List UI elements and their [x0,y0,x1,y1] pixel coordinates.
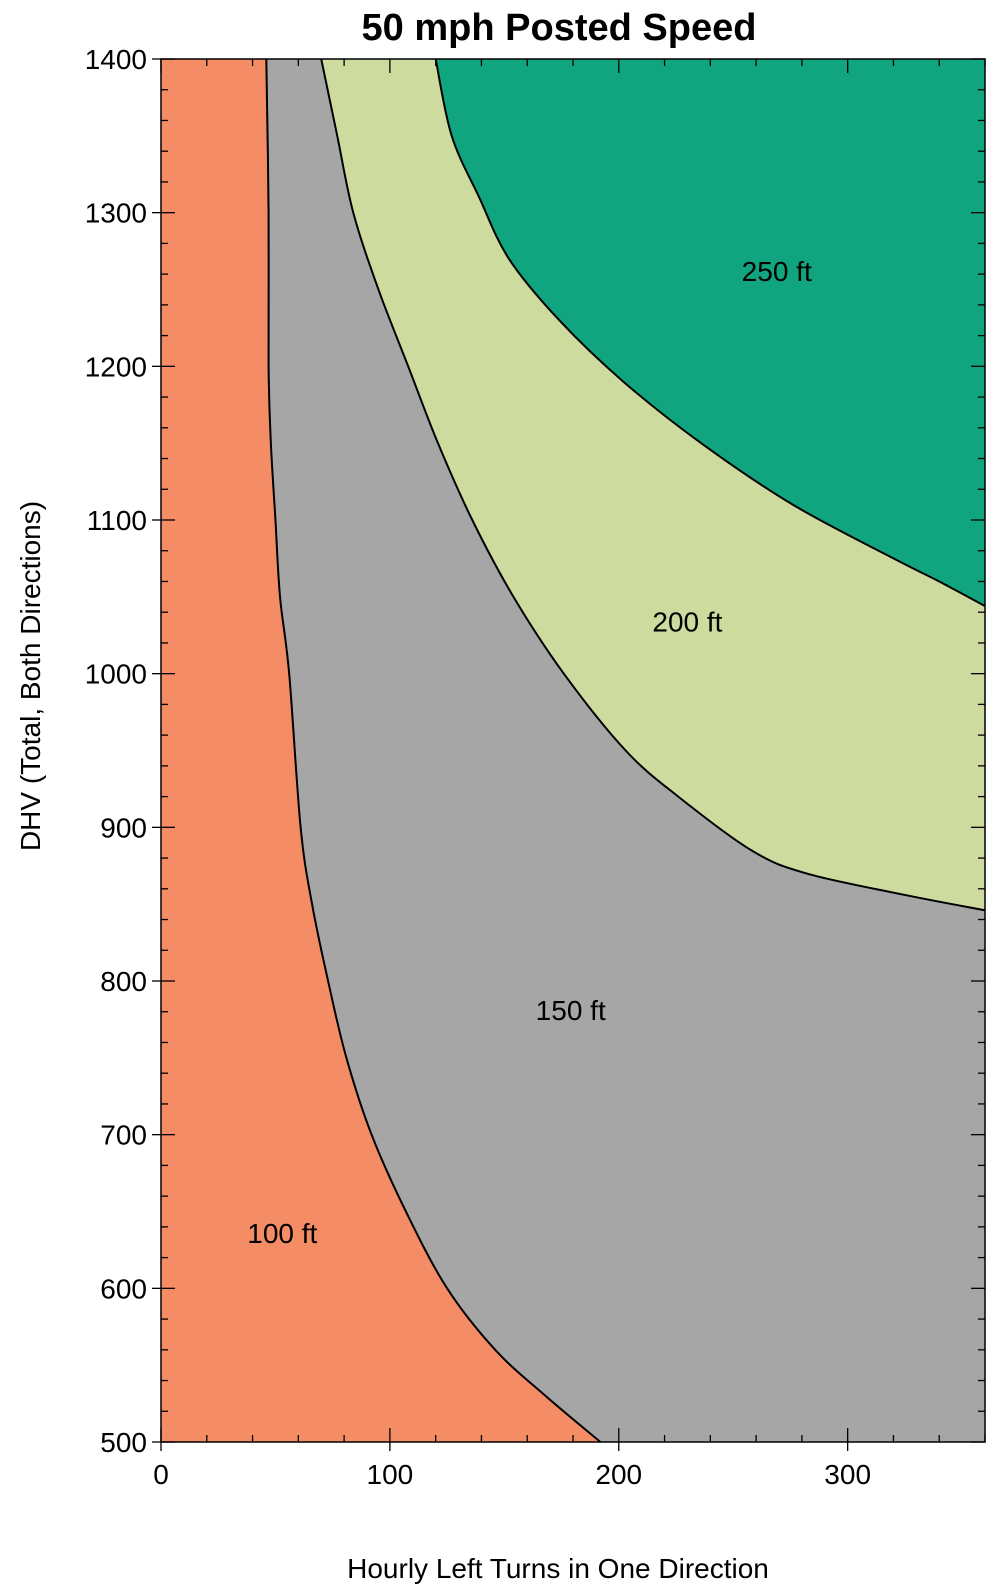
y-tick-label: 800 [100,966,147,997]
boundary-line-1 [265,58,602,1443]
region-label: 100 ft [247,1218,317,1249]
y-tick-label: 900 [100,812,147,843]
region-label: 200 ft [652,606,722,637]
x-tick-label: 0 [153,1459,169,1490]
region-250ft [435,59,985,607]
y-tick-label: 1200 [85,351,147,382]
y-tick-label: 700 [100,1120,147,1151]
y-tick-label: 1300 [85,198,147,229]
boundary-line-2 [320,58,986,912]
boundary-line-3 [434,58,986,607]
y-tick-label: 1400 [85,44,147,75]
y-axis-label: DHV (Total, Both Directions) [15,501,46,851]
x-tick-label: 200 [595,1459,642,1490]
y-tick-label: 1000 [85,659,147,690]
x-tick-label: 300 [824,1459,871,1490]
region-labels: 100 ft 150 ft 200 ft 250 ft [247,256,812,1249]
region-label: 250 ft [742,256,812,287]
x-axis-label: Hourly Left Turns in One Direction [347,1553,769,1584]
y-tick-label: 600 [100,1273,147,1304]
y-tick-label: 1100 [87,505,147,536]
y-tick-label: 500 [100,1427,147,1458]
chart-title: 50 mph Posted Speed [362,7,757,49]
x-tick-label: 100 [367,1459,414,1490]
axis-ticks: 0 100 200 300 500 600 700 800 900 1000 1100 1200 130… [85,44,986,1490]
region-label: 150 ft [536,995,606,1026]
